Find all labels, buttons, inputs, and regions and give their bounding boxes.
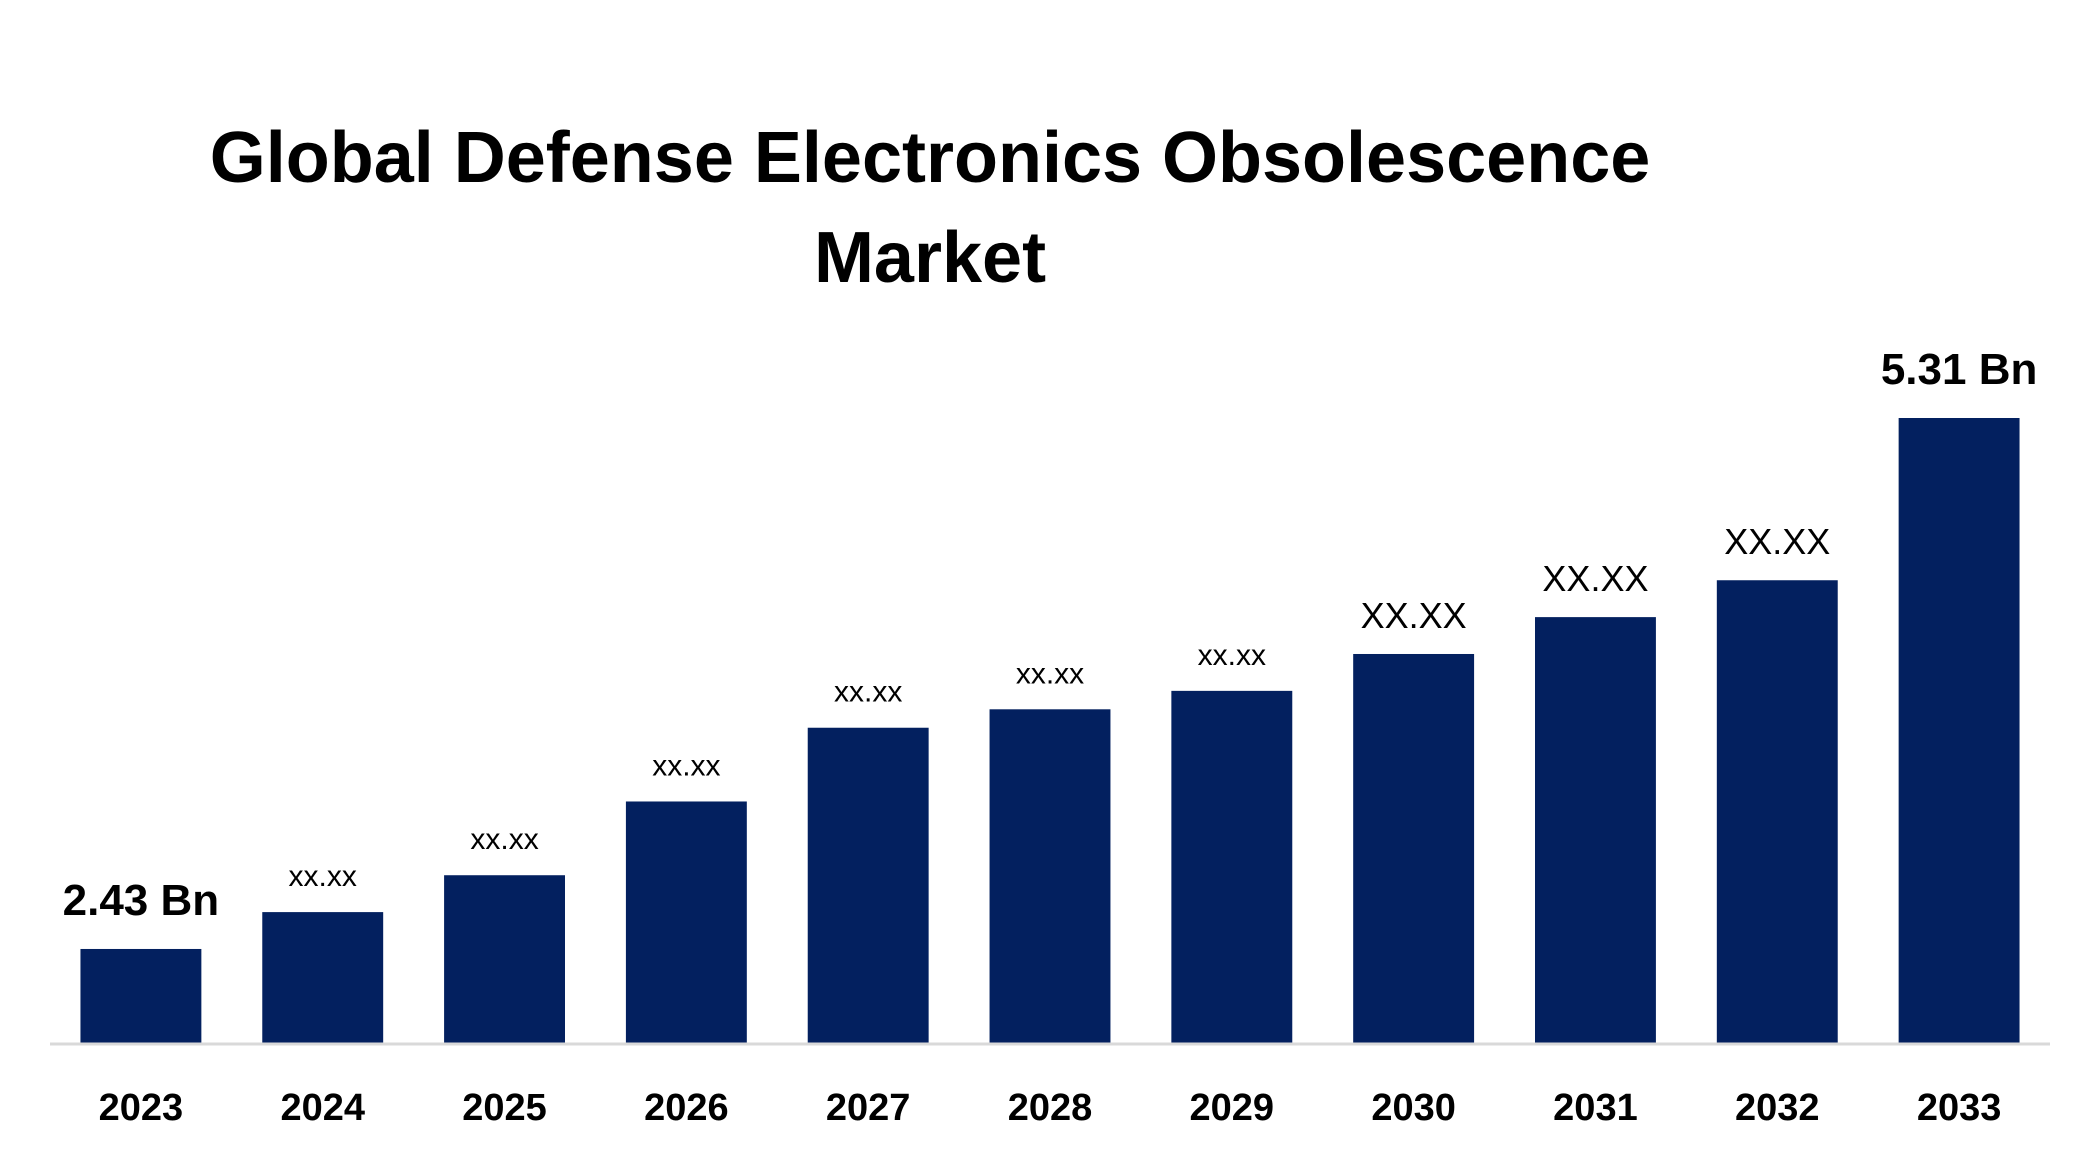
x-tick-label-2026: 2026 xyxy=(644,1087,729,1129)
data-label-2025: xx.xx xyxy=(470,823,538,856)
data-label-2029: xx.xx xyxy=(1198,639,1266,672)
x-tick-label-2024: 2024 xyxy=(280,1087,365,1129)
data-label-2027: xx.xx xyxy=(834,676,902,709)
data-label-group: 2.43 Bn xx.xx xx.xx xx.xx xx.xx xx.xx xx.xx XX.… xyxy=(63,345,2038,925)
x-tick-label-2023: 2023 xyxy=(99,1087,184,1129)
bar-2031 xyxy=(1535,617,1656,1043)
data-label-2032: XX.XX xyxy=(1724,521,1830,562)
data-label-2030: XX.XX xyxy=(1361,595,1467,636)
x-tick-label-2033: 2033 xyxy=(1917,1087,2002,1129)
chart-title: Global Defense Electronics Obsolescence … xyxy=(209,118,1651,298)
bar-2024 xyxy=(262,912,384,1043)
bar-2030 xyxy=(1353,653,1475,1043)
x-tick-label-2032: 2032 xyxy=(1735,1087,1820,1129)
data-label-2024: xx.xx xyxy=(289,860,357,893)
bar-2029 xyxy=(1171,690,1293,1043)
x-tick-label-2029: 2029 xyxy=(1190,1087,1275,1129)
x-tick-label-group: 2023 2024 2025 2026 2027 2028 2029 2030 2031 2032… xyxy=(99,1087,2002,1129)
bar-2032 xyxy=(1716,580,1838,1043)
data-label-2031: XX.XX xyxy=(1542,558,1648,599)
bar-2028 xyxy=(989,709,1111,1043)
bar-2033 xyxy=(1898,418,2020,1043)
x-tick-label-2027: 2027 xyxy=(826,1087,911,1129)
data-label-2026: xx.xx xyxy=(652,749,720,782)
bar-2027 xyxy=(807,727,929,1043)
data-label-2028: xx.xx xyxy=(1016,657,1084,690)
x-tick-label-2030: 2030 xyxy=(1371,1087,1456,1129)
data-label-2023: 2.43 Bn xyxy=(63,876,220,925)
bar-2023 xyxy=(80,948,202,1043)
data-label-2033: 5.31 Bn xyxy=(1881,345,2038,394)
bar-2026 xyxy=(625,801,747,1043)
bar-group xyxy=(80,418,2020,1043)
bar-2025 xyxy=(444,875,565,1043)
x-tick-label-2031: 2031 xyxy=(1553,1087,1638,1129)
x-tick-label-2028: 2028 xyxy=(1008,1087,1093,1129)
x-tick-label-2025: 2025 xyxy=(462,1087,547,1129)
